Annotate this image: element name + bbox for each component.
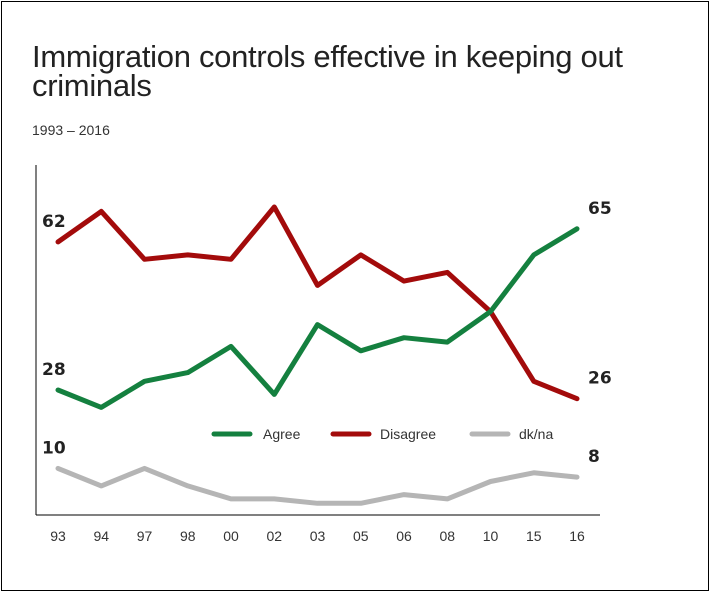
data-label: 8	[588, 447, 600, 467]
legend-label: Disagree	[380, 426, 436, 442]
x-tick-label: 15	[526, 528, 542, 544]
x-tick-labels: 93 94 97 98 00 02 03 05 06 08 10 15 16	[50, 528, 585, 544]
chart-title: Immigration controls effective in keepin…	[32, 39, 623, 103]
x-tick-label: 08	[439, 528, 455, 544]
data-label: 65	[588, 199, 612, 219]
legend: Agree Disagree dk/na	[211, 426, 553, 442]
x-tick-label: 98	[180, 528, 196, 544]
data-label: 28	[42, 360, 66, 380]
x-tick-label: 16	[569, 528, 585, 544]
line-chart: 62 28 10 65 26 8 93 94 97 98 00 02 03 05 06 08 10 15 16 A…	[35, 165, 612, 544]
axes	[35, 165, 600, 516]
data-labels: 62 28 10 65 26 8	[42, 199, 612, 467]
x-tick-label: 93	[50, 528, 66, 544]
data-label: 10	[42, 438, 66, 458]
x-tick-label: 97	[137, 528, 153, 544]
x-tick-label: 05	[353, 528, 369, 544]
data-label: 26	[588, 369, 612, 389]
x-tick-label: 03	[310, 528, 326, 544]
x-tick-label: 02	[266, 528, 282, 544]
series-line-dk-na	[55, 465, 580, 506]
series-lines	[55, 204, 580, 506]
legend-label: Agree	[263, 426, 301, 442]
data-label: 62	[42, 212, 66, 232]
legend-label: dk/na	[519, 426, 553, 442]
x-tick-label: 06	[396, 528, 412, 544]
x-tick-label: 94	[93, 528, 109, 544]
x-tick-label: 10	[483, 528, 499, 544]
chart-subtitle: 1993 – 2016	[32, 122, 110, 138]
x-tick-label: 00	[223, 528, 239, 544]
series-line-agree	[55, 226, 580, 410]
